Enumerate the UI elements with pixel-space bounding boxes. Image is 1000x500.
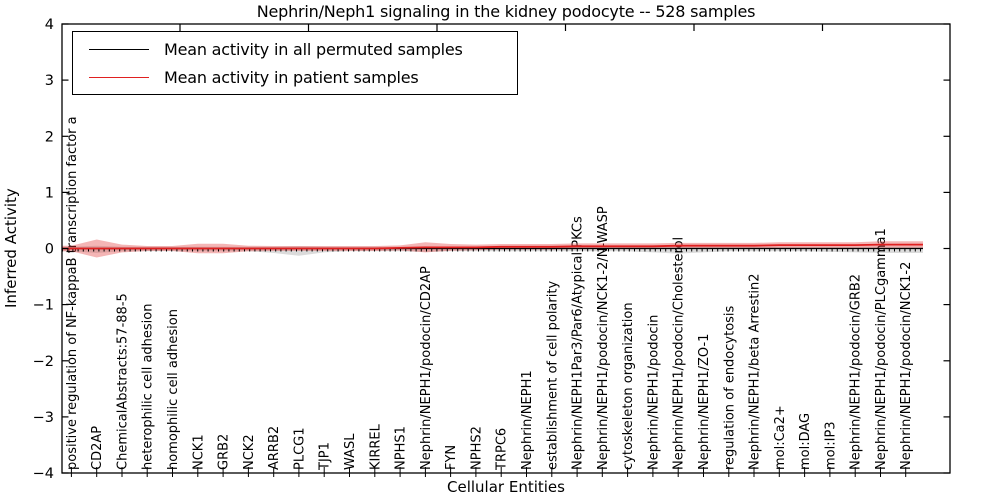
y-tick-label: 3 xyxy=(45,73,54,89)
x-tick-label: Nephrin/NEPH1/podocin xyxy=(646,315,661,470)
x-tick-label: Nephrin/NEPH1/podocin/Cholesterol xyxy=(672,237,687,470)
x-tick-label: mol:Ca2+ xyxy=(773,405,788,470)
x-tick-label: GRB2 xyxy=(217,434,232,470)
x-tick-label: Nephrin/NEPH1/podocin/GRB2 xyxy=(849,274,864,470)
y-tick-label: −4 xyxy=(33,466,54,482)
legend-row-patient: Mean activity in patient samples xyxy=(73,68,517,87)
x-tick-label: mol:DAG xyxy=(798,413,813,470)
plot-title: Nephrin/Neph1 signaling in the kidney po… xyxy=(256,2,756,21)
x-tick-label: TJP1 xyxy=(318,442,333,471)
x-tick-label: NPHS1 xyxy=(394,426,409,470)
x-tick-label: NCK2 xyxy=(242,434,257,470)
x-tick-label: Nephrin/NEPH1/podocin/NCK1-2 xyxy=(899,262,914,470)
y-tick-label: 1 xyxy=(45,185,54,201)
x-tick-label: homophilic cell adhesion xyxy=(166,309,181,470)
x-tick-label: Nephrin/NEPH1/ZO-1 xyxy=(697,334,712,470)
legend: Mean activity in all permuted samples Me… xyxy=(72,31,518,95)
y-tick-label: −1 xyxy=(33,298,54,314)
patient-line-swatch xyxy=(89,76,149,78)
x-tick-label: NCK1 xyxy=(191,434,206,470)
x-tick-label: Nephrin/NEPH1/podocin/CD2AP xyxy=(419,266,434,470)
x-axis-label: Cellular Entities xyxy=(447,478,565,496)
patient-mean-line xyxy=(62,243,923,250)
x-tick-label: WASL xyxy=(343,433,358,470)
y-tick-label: 0 xyxy=(45,242,54,258)
legend-label-permuted: Mean activity in all permuted samples xyxy=(164,39,463,59)
y-tick-label: −3 xyxy=(33,410,54,426)
x-tick-label: CD2AP xyxy=(90,426,105,470)
x-tick-label: cytoskeleton organization xyxy=(621,302,636,470)
x-tick-label: TRPC6 xyxy=(495,428,510,471)
x-tick-label: Nephrin/NEPH1 xyxy=(520,370,535,470)
y-tick-label: 4 xyxy=(45,17,54,33)
y-tick-label: 2 xyxy=(45,129,54,145)
x-tick-label: ChemicalAbstracts:57-88-5 xyxy=(116,293,131,470)
x-tick-label: Nephrin/NEPH1/beta Arrestin2 xyxy=(748,274,763,471)
x-tick-label: regulation of endocytosis xyxy=(722,305,737,470)
x-tick-label: Nephrin/NEPH1/podocin/PLCgamma1 xyxy=(874,228,889,470)
x-tick-label: NPHS2 xyxy=(469,426,484,470)
x-tick-label: Nephrin/NEPH1/podocin/NCK1-2/N-WASP xyxy=(596,206,611,470)
x-tick-label: mol:IP3 xyxy=(823,421,838,470)
x-tick-label: PLCG1 xyxy=(292,427,307,470)
x-tick-label: establishment of cell polarity xyxy=(545,281,560,470)
x-tick-label: KIRREL xyxy=(368,423,383,470)
x-tick-label: Nephrin/NEPH1Par3/Par6/Atypical PKCs xyxy=(571,216,586,470)
legend-row-permuted: Mean activity in all permuted samples xyxy=(73,40,517,59)
permuted-line-swatch xyxy=(89,48,149,50)
legend-label-patient: Mean activity in patient samples xyxy=(164,67,419,87)
x-tick-label: FYN xyxy=(444,445,459,470)
y-tick-label: −2 xyxy=(33,354,54,370)
x-tick-label: heterophilic cell adhesion xyxy=(141,304,156,471)
x-tick-label: positive regulation of NF-kappaB transcr… xyxy=(65,116,80,470)
x-tick-label: ARRB2 xyxy=(267,426,282,470)
